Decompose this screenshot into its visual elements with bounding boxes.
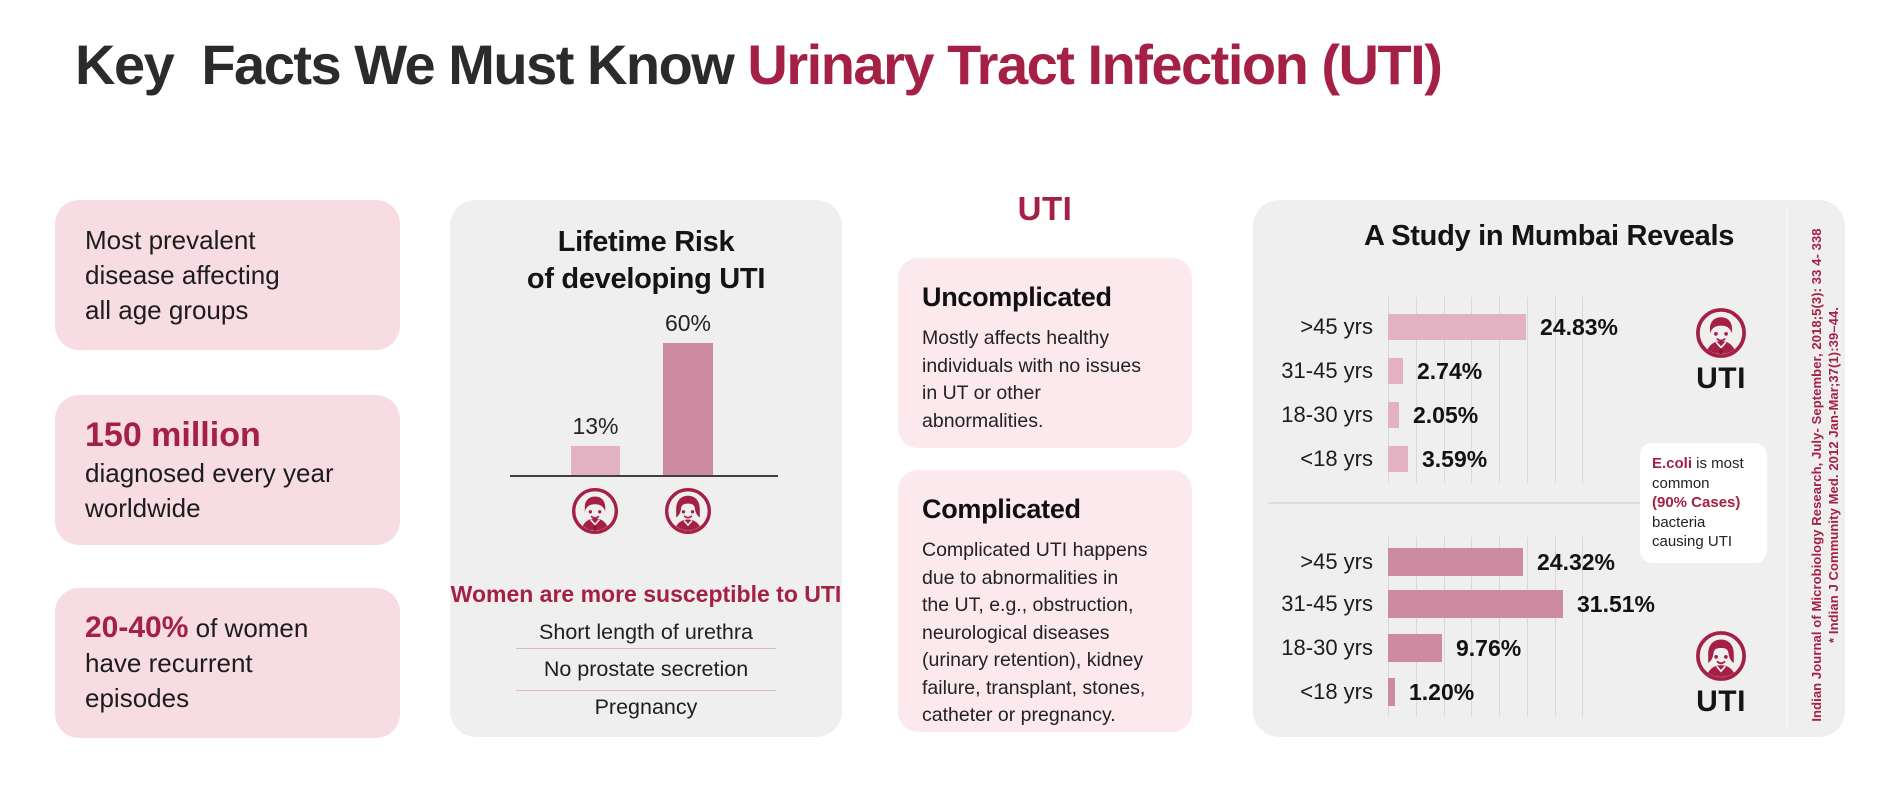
age-group-bar bbox=[1388, 548, 1523, 576]
uti-section-heading: UTI bbox=[1017, 190, 1073, 227]
divider bbox=[1268, 502, 1643, 504]
mumbai-panel-title: A Study in Mumbai Reveals bbox=[1363, 220, 1735, 252]
gridline bbox=[1388, 297, 1389, 483]
gridline bbox=[1388, 537, 1389, 717]
lifetime-panel-title: Lifetime Risk of developing UTI bbox=[526, 226, 766, 295]
male-icon bbox=[571, 487, 619, 535]
male-chart-tag: UTI bbox=[1696, 362, 1746, 395]
mumbai-study-panel: A Study in Mumbai Reveals >45 yrs 24.83% 3… bbox=[1253, 200, 1845, 737]
divider bbox=[516, 648, 776, 649]
ecoli-text: E.coli is most common (90% Cases) bacter… bbox=[1652, 454, 1755, 552]
fact-box-recurrent: 20-40% of women have recurrent episodes bbox=[55, 588, 400, 738]
age-group-bar bbox=[1388, 358, 1403, 384]
reason-pregnancy: Pregnancy bbox=[594, 695, 698, 719]
fact-highlight: 150 million bbox=[85, 416, 261, 454]
percentage-value: 9.76% bbox=[1456, 635, 1522, 661]
age-group-label: 31-45 yrs bbox=[1281, 591, 1373, 616]
gridline bbox=[1527, 537, 1528, 717]
male-bar-value: 13% bbox=[572, 413, 619, 439]
percentage-value: 24.83% bbox=[1540, 314, 1619, 340]
gridline bbox=[1499, 297, 1500, 483]
female-chart-tag: UTI bbox=[1696, 685, 1746, 718]
percentage-value: 1.20% bbox=[1409, 679, 1475, 705]
fact-box-prevalence: Most prevalent disease affecting all age… bbox=[55, 200, 400, 350]
percentage-value: 2.05% bbox=[1413, 402, 1479, 428]
age-group-label: 31-45 yrs bbox=[1281, 358, 1373, 383]
male-age-chart: >45 yrs 24.83% 31-45 yrs 2.74% 18-30 yrs 2.05… bbox=[1281, 297, 1688, 483]
age-group-bar bbox=[1388, 402, 1399, 428]
percentage-value: 2.74% bbox=[1417, 358, 1483, 384]
fact-text: 20-40% of women have recurrent episodes bbox=[85, 610, 370, 716]
divider bbox=[1786, 208, 1788, 728]
ecoli-rest: bacteria causing UTI bbox=[1652, 513, 1733, 551]
title-highlight: Urinary Tract Infection (UTI) bbox=[747, 33, 1442, 96]
fact-text: Most prevalent disease affecting all age… bbox=[85, 224, 280, 325]
complicated-card: Complicated Complicated UTI happens due … bbox=[898, 470, 1192, 732]
uncomplicated-card: Uncomplicated Mostly affects healthy ind… bbox=[898, 258, 1192, 448]
fact-rest: of women have recurrent episodes bbox=[85, 613, 309, 713]
chart-baseline bbox=[510, 475, 778, 477]
age-group-bar bbox=[1388, 634, 1442, 662]
gridline bbox=[1527, 297, 1528, 483]
gridline bbox=[1416, 297, 1417, 483]
card-body: Mostly affects healthy individuals with … bbox=[922, 327, 1141, 432]
age-group-bar bbox=[1388, 678, 1395, 706]
fact-box-150-million: 150 million diagnosed every year worldwid… bbox=[55, 395, 400, 545]
age-group-label: <18 yrs bbox=[1300, 446, 1373, 471]
gridline bbox=[1471, 297, 1472, 483]
fact-rest: diagnosed every year worldwide bbox=[85, 458, 334, 523]
citation-line-1: Indian Journal of Microbiology Research,… bbox=[1809, 228, 1824, 722]
female-bar-value: 60% bbox=[664, 310, 712, 336]
percentage-value: 3.59% bbox=[1422, 446, 1488, 472]
ecoli-highlight: E.coli bbox=[1652, 455, 1693, 472]
age-group-label: 18-30 yrs bbox=[1281, 635, 1373, 660]
female-icon bbox=[664, 487, 712, 535]
ecoli-cases-highlight: (90% Cases) bbox=[1652, 494, 1741, 511]
age-group-bar bbox=[1388, 314, 1526, 340]
card-body: Complicated UTI happens due to abnormali… bbox=[922, 539, 1148, 726]
citation-line-2: * Indian J Community Med. 2012 Jan-Mar;3… bbox=[1826, 307, 1841, 643]
lifetime-risk-panel: Lifetime Risk of developing UTI 13% 60% … bbox=[450, 200, 842, 737]
gridline bbox=[1444, 537, 1445, 717]
age-group-label: >45 yrs bbox=[1300, 314, 1373, 339]
citation: Indian Journal of Microbiology Research,… bbox=[1808, 205, 1842, 745]
ecoli-rest: is most common bbox=[1652, 455, 1744, 492]
age-group-label: 18-30 yrs bbox=[1281, 402, 1373, 427]
female-risk-bar bbox=[663, 343, 713, 475]
female-age-chart: >45 yrs 24.32% 31-45 yrs 31.51% 18-30 yrs 9.7… bbox=[1281, 537, 1688, 717]
percentage-value: 24.32% bbox=[1537, 549, 1616, 575]
page-title: Key Facts We Must Know Urinary Tract Inf… bbox=[75, 32, 1443, 97]
gridline bbox=[1582, 537, 1583, 717]
gridline bbox=[1444, 297, 1445, 483]
female-icon bbox=[1695, 630, 1747, 682]
divider bbox=[516, 690, 776, 691]
age-group-bar bbox=[1388, 446, 1408, 472]
age-group-label: >45 yrs bbox=[1300, 549, 1373, 574]
gridline bbox=[1416, 537, 1417, 717]
gridline bbox=[1499, 537, 1500, 717]
ecoli-note: E.coli is most common (90% Cases) bacter… bbox=[1640, 443, 1767, 563]
card-title: Complicated bbox=[922, 494, 1081, 524]
title-prefix: Key Facts We Must Know bbox=[75, 33, 748, 96]
gridline bbox=[1471, 537, 1472, 717]
age-group-bar bbox=[1388, 590, 1563, 618]
fact-highlight: 20-40% bbox=[85, 611, 189, 644]
male-risk-bar bbox=[571, 446, 620, 475]
reason-prostate: No prostate secretion bbox=[543, 657, 749, 681]
reason-urethra: Short length of urethra bbox=[539, 620, 753, 644]
gridline bbox=[1555, 297, 1556, 483]
fact-text: 150 million diagnosed every year worldwid… bbox=[85, 414, 370, 526]
card-title: Uncomplicated bbox=[922, 282, 1112, 312]
gridline bbox=[1555, 537, 1556, 717]
age-group-label: <18 yrs bbox=[1300, 679, 1373, 704]
susceptibility-note: Women are more susceptible to UTI bbox=[450, 581, 842, 607]
gridline bbox=[1582, 297, 1583, 483]
male-icon bbox=[1695, 307, 1747, 359]
percentage-value: 31.51% bbox=[1577, 591, 1656, 617]
